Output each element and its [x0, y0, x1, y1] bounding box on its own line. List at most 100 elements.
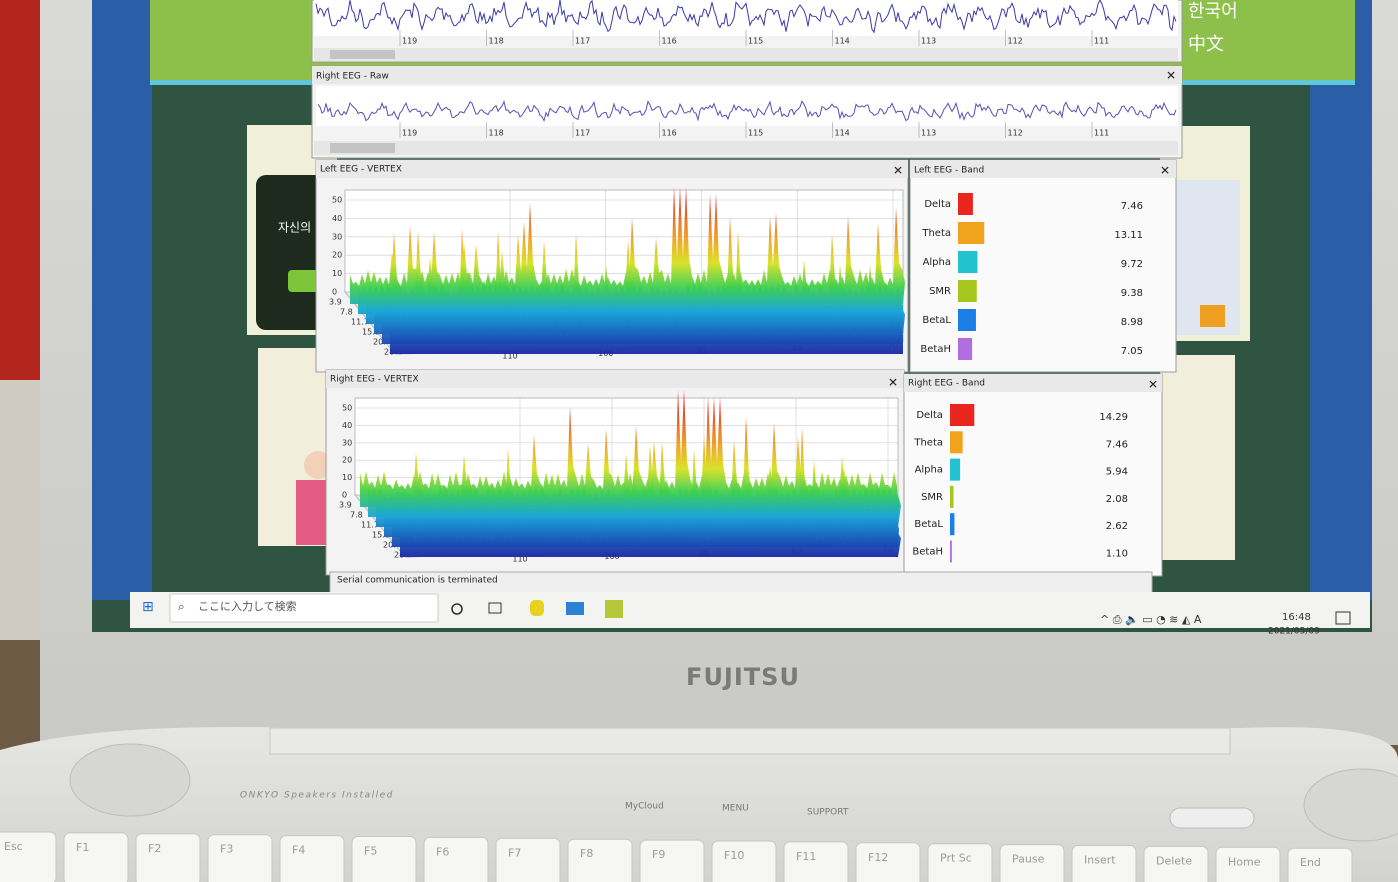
band-bar — [958, 338, 973, 360]
band-name: Alpha — [915, 465, 943, 476]
title-bar — [904, 374, 1162, 392]
time-tick-label: 115 — [748, 129, 763, 138]
search-placeholder[interactable]: ここに入力して検索 — [198, 599, 297, 613]
band-value: 14.29 — [1099, 412, 1128, 423]
key-label: F6 — [436, 845, 449, 858]
band-bar — [950, 513, 955, 536]
band-name: SMR — [929, 286, 951, 297]
task-view-button[interactable] — [488, 602, 502, 614]
title-bar — [326, 370, 904, 388]
desktop-strip — [1310, 0, 1372, 600]
depth-tick-label: 15.6 — [372, 531, 390, 540]
band-bar — [950, 540, 952, 563]
close-button[interactable]: ✕ — [893, 164, 903, 178]
key — [855, 842, 921, 882]
band-bar — [958, 280, 977, 302]
time-tick-label: 114 — [835, 129, 850, 138]
scrollbar-thumb[interactable] — [330, 143, 395, 153]
clock-time[interactable]: 16:48 — [1282, 612, 1311, 623]
key-label: F2 — [148, 842, 161, 855]
band-name: Delta — [916, 410, 943, 421]
band-name: BetaL — [914, 519, 943, 530]
time-tick-label: 118 — [489, 129, 504, 138]
band-bar — [958, 222, 985, 244]
title-bar — [312, 66, 1182, 84]
site-button[interactable] — [288, 270, 324, 292]
support-button[interactable]: SUPPORT — [807, 808, 849, 818]
band-name: Alpha — [923, 257, 951, 268]
speaker — [69, 743, 191, 817]
window — [903, 373, 1163, 577]
band-value: 9.38 — [1121, 288, 1143, 299]
x-tick-label: 110 — [512, 555, 527, 564]
scrollbar[interactable] — [314, 48, 1178, 61]
speaker — [1303, 768, 1398, 842]
speaker-label: ONKYO Speakers Installed — [240, 791, 394, 801]
scrollbar-thumb[interactable] — [330, 50, 395, 59]
support-button[interactable]: MENU — [722, 804, 749, 814]
key-label: End — [1300, 856, 1321, 869]
z-tick-label: 50 — [342, 404, 352, 413]
band-value: 13.11 — [1114, 230, 1143, 241]
power-button[interactable] — [1169, 807, 1255, 829]
key — [495, 837, 561, 882]
clock-date[interactable]: 2021/05/09 — [1268, 627, 1320, 637]
band-bar — [950, 485, 954, 508]
time-tick-label: 112 — [1008, 37, 1023, 46]
support-button[interactable]: MyCloud — [625, 802, 664, 812]
language-label[interactable]: 한국어 — [1188, 1, 1238, 22]
app-icon[interactable] — [530, 600, 544, 616]
band-bar — [950, 404, 975, 426]
band-bar — [958, 193, 973, 215]
band-value: 2.08 — [1106, 494, 1128, 505]
cortana-button[interactable] — [451, 603, 463, 615]
child-photo — [304, 451, 332, 479]
band-name: BetaH — [920, 344, 951, 355]
band-value: 7.46 — [1106, 439, 1128, 450]
close-button[interactable]: ✕ — [1148, 378, 1158, 392]
depth-tick-label: 11.7 — [361, 521, 379, 530]
band-name: Theta — [921, 228, 951, 239]
language-label[interactable]: 中文 — [1188, 34, 1224, 55]
key-label: F12 — [868, 851, 888, 864]
time-tick-label: 115 — [748, 37, 763, 46]
app-icon[interactable] — [566, 602, 584, 615]
time-tick-label: 113 — [921, 37, 936, 46]
key — [1143, 845, 1209, 882]
notification-button[interactable] — [1335, 611, 1351, 625]
search-box[interactable] — [169, 593, 439, 623]
tray-icons[interactable]: ^ ⎙ 🔈 ▭ ◔ ≋ ◭ A — [1100, 613, 1202, 626]
brand-logo: FUJITSU — [686, 663, 800, 691]
title-bar — [910, 160, 1176, 178]
eeg-surface — [390, 326, 903, 354]
close-button[interactable]: ✕ — [888, 376, 898, 390]
time-tick-label: 116 — [662, 129, 677, 138]
key-label: F5 — [364, 845, 377, 858]
band-value: 7.05 — [1121, 346, 1143, 357]
hinge — [269, 727, 1231, 755]
z-tick-label: 0 — [332, 288, 337, 297]
depth-tick-label: 15.6 — [362, 328, 380, 337]
eeg-surface — [368, 416, 899, 517]
title-bar — [316, 160, 908, 178]
eeg-surface — [376, 427, 901, 527]
z-tick-label: 10 — [342, 473, 352, 482]
time-tick-label: 112 — [1008, 129, 1023, 138]
start-button[interactable]: ⊞ — [142, 599, 154, 615]
band-value: 9.72 — [1121, 259, 1143, 270]
band-bar — [958, 309, 976, 331]
band-name: Theta — [913, 437, 943, 448]
band-value: 8.98 — [1121, 317, 1143, 328]
window-title: Right EEG - VERTEX — [330, 375, 419, 385]
key — [207, 834, 273, 882]
scrollbar[interactable] — [314, 141, 1178, 155]
close-button[interactable]: ✕ — [1160, 164, 1170, 178]
time-tick-label: 113 — [921, 129, 936, 138]
app-icon[interactable] — [605, 600, 623, 618]
depth-tick-label: 3.9 — [339, 501, 352, 510]
eeg-waveform — [317, 100, 1177, 123]
depth-tick-label: 20.0 — [383, 541, 401, 550]
z-tick-label: 0 — [342, 491, 347, 500]
close-button[interactable]: ✕ — [1166, 69, 1176, 83]
